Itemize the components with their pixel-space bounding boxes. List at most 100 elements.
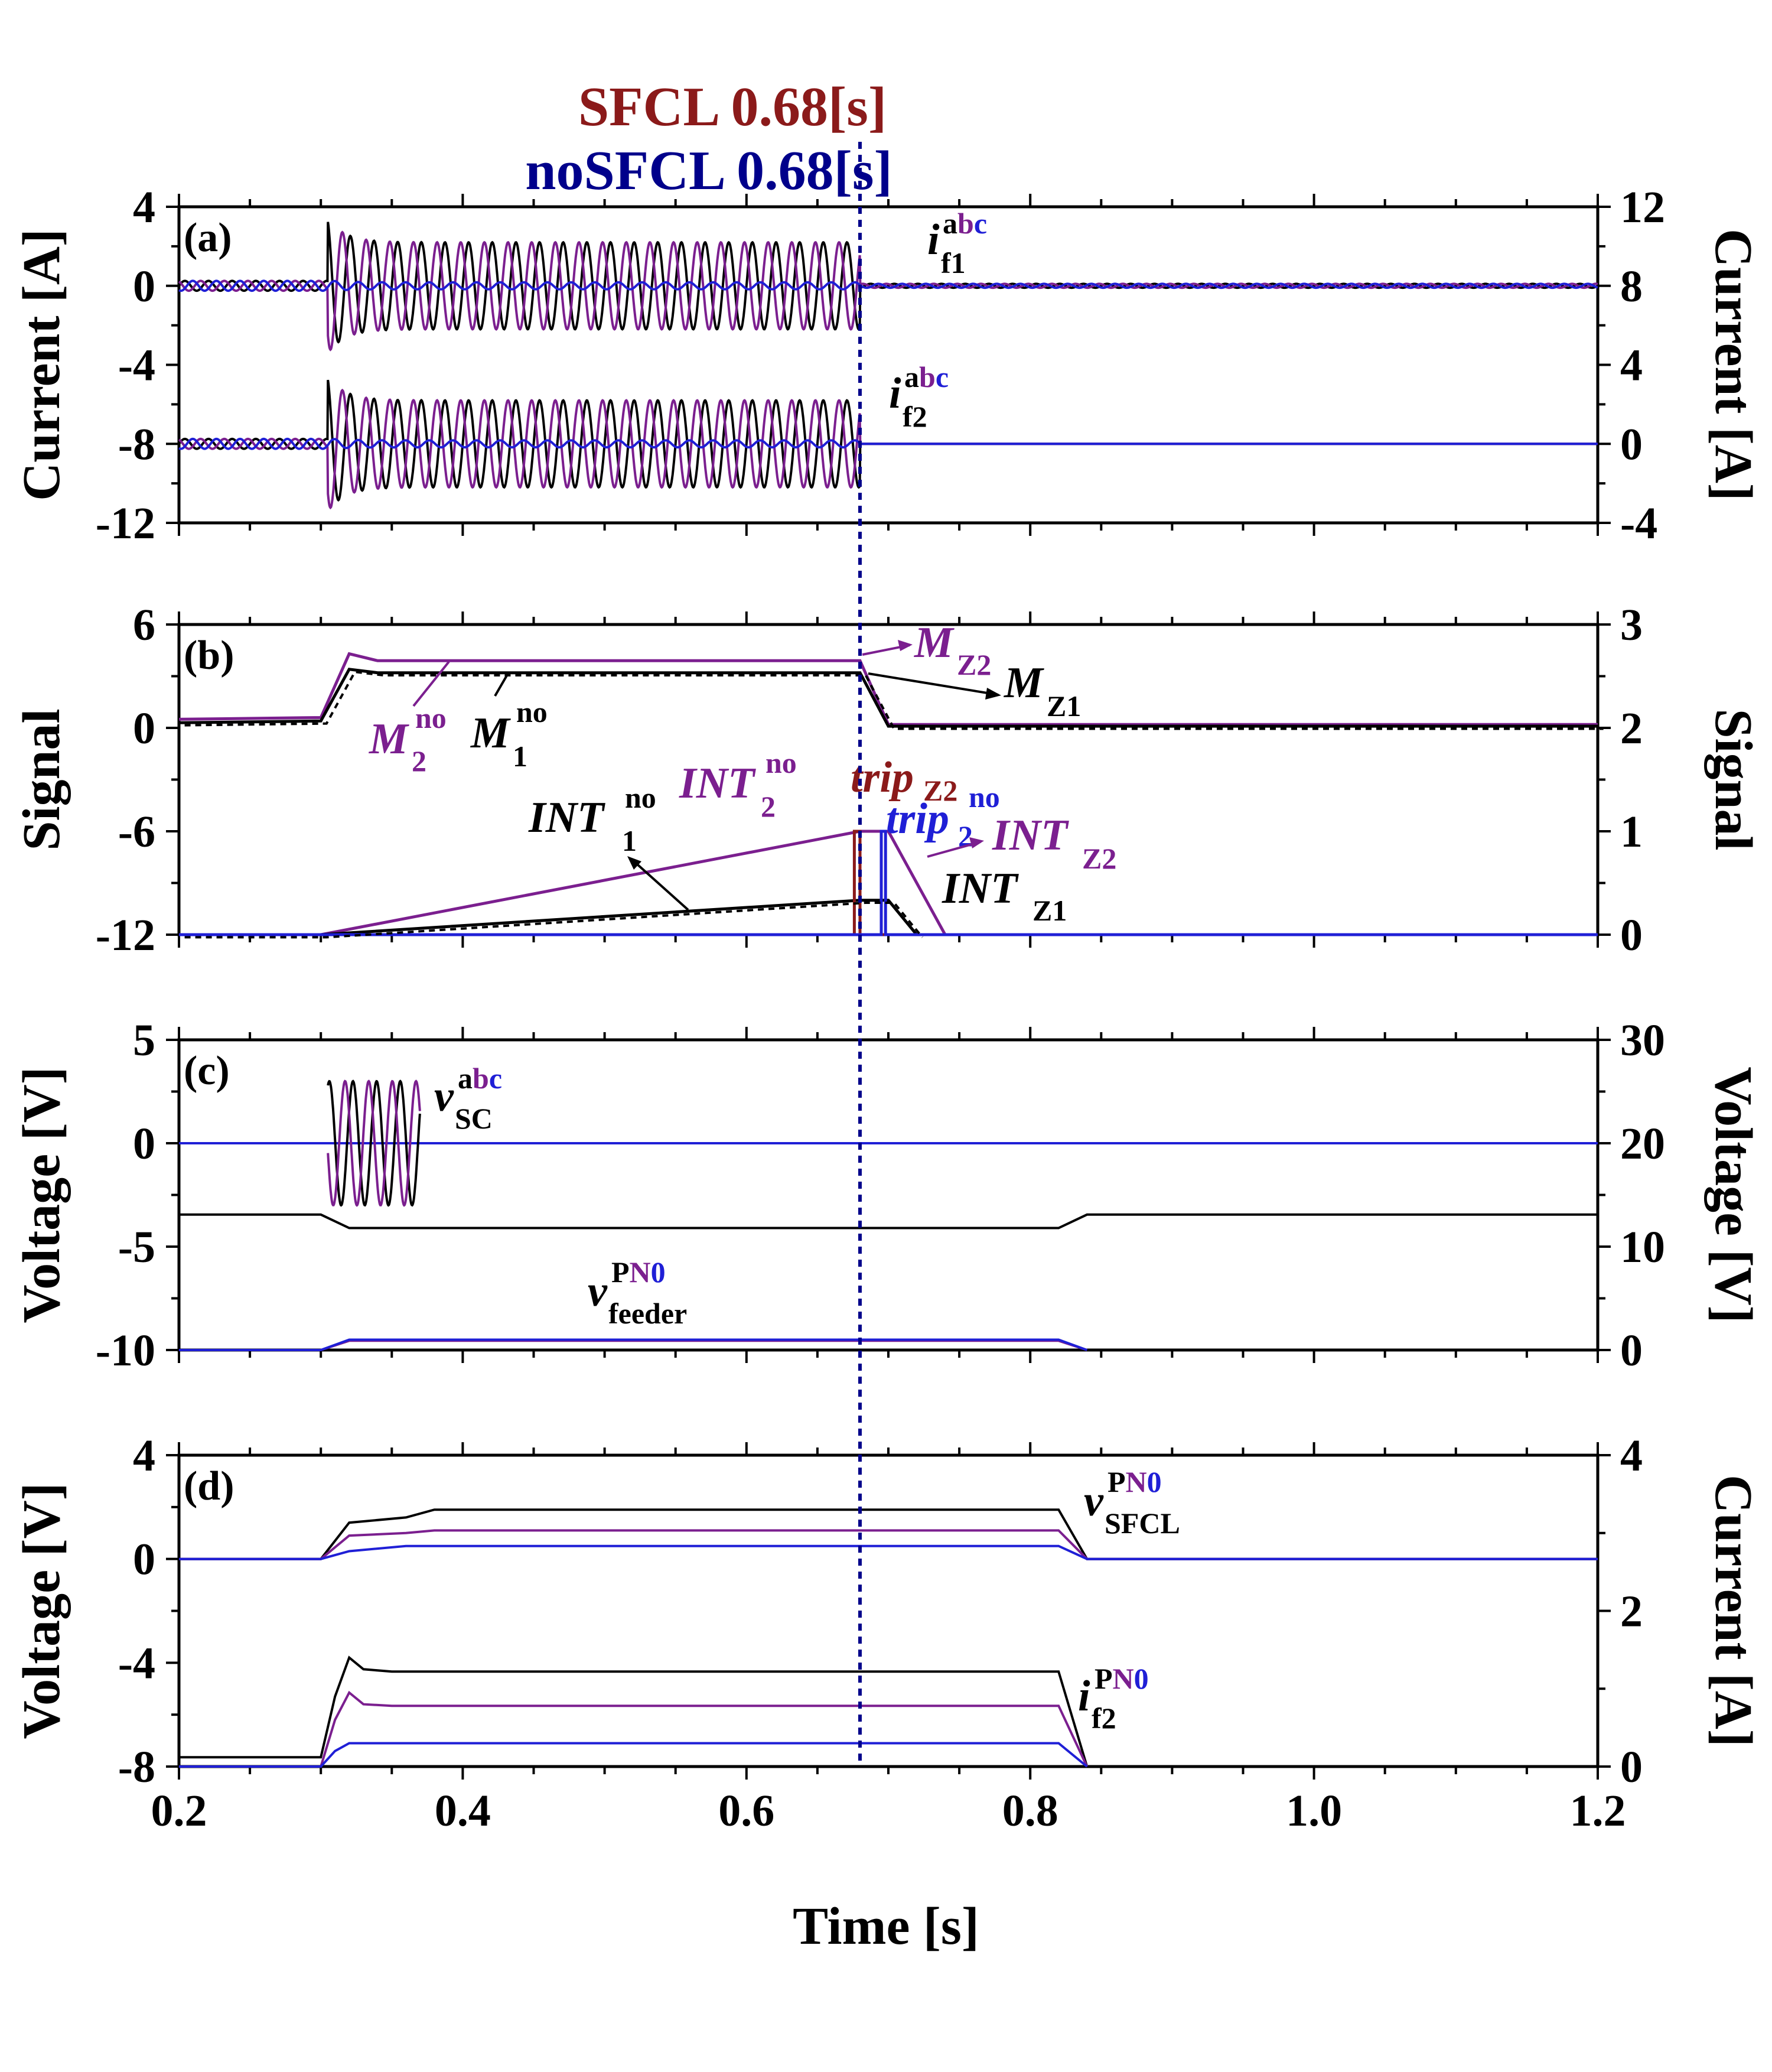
annotation-if1-sup: abc	[943, 207, 987, 240]
panel-tag: (d)	[184, 1463, 234, 1509]
series-if1-phase-2	[178, 279, 1598, 292]
svg-text:v: v	[1084, 1477, 1104, 1525]
annotation-vsc-sup: abc	[458, 1062, 502, 1095]
sup-c: c	[936, 360, 949, 393]
sup-0: 0	[651, 1255, 666, 1289]
svg-text:INT: INT	[942, 864, 1019, 913]
annotation-if2-sub: f2	[903, 400, 927, 433]
sup-b: b	[473, 1062, 489, 1095]
sup-P: P	[1108, 1465, 1126, 1498]
sup-0: 0	[1147, 1465, 1162, 1498]
svg-text:M: M	[470, 709, 511, 757]
annotation-M2-no: M 2 no	[369, 661, 450, 778]
svg-text:trip: trip	[886, 795, 949, 843]
y-tick-label-left: 0	[133, 1119, 155, 1169]
annotation-vSFCL-sup: PN0	[1108, 1465, 1162, 1498]
y-tick-label-left: 0	[133, 1535, 155, 1585]
svg-text:2: 2	[761, 790, 776, 823]
svg-text:SC: SC	[455, 1102, 493, 1135]
y-tick-label-right: 10	[1620, 1222, 1665, 1272]
y-tick-label-left: -8	[118, 1742, 155, 1792]
series-M1-no-sfcl	[184, 671, 1604, 730]
series-if2_P	[179, 1655, 1089, 1767]
y-axis-title-right: Signal	[1704, 708, 1763, 850]
y-axis-title-right: Current [A]	[1704, 1475, 1763, 1747]
sup-P: P	[611, 1255, 630, 1289]
series-vfeeder-P	[179, 1213, 1598, 1229]
annotation-M-Z1: M Z1	[868, 659, 1081, 723]
svg-text:2: 2	[412, 744, 426, 778]
y-axis-title-left: Signal	[12, 708, 71, 850]
y-tick-label-right: 1	[1620, 807, 1643, 857]
svg-text:SFCL: SFCL	[1105, 1507, 1180, 1540]
y-axis-title-left: Voltage [V]	[12, 1066, 71, 1323]
series-if2-phase-0	[178, 379, 1598, 502]
y-axis-title-right: Current [A]	[1704, 229, 1763, 501]
svg-text:v: v	[588, 1267, 608, 1316]
svg-text:1: 1	[513, 740, 527, 773]
sup-N: N	[1126, 1465, 1147, 1498]
sup-b: b	[919, 360, 936, 393]
x-tick-label: 0.8	[1002, 1786, 1058, 1836]
svg-text:Z2: Z2	[957, 648, 991, 681]
sup-N: N	[1113, 1662, 1134, 1695]
svg-text:INT: INT	[528, 793, 605, 842]
series-if1-phase-0	[178, 222, 1598, 344]
annotation-vSFCL: v SFCL PN0	[1084, 1465, 1180, 1540]
panel-d: 4 0 -4 -8 4 2 0 Voltage [V] Current [A] (d)	[12, 1431, 1763, 1792]
y-tick-label-right: 3	[1620, 600, 1643, 650]
annotation-if2-pn0: i f2 PN0	[1078, 1662, 1149, 1735]
y-tick-label-left: 0	[133, 704, 155, 753]
svg-text:Z2: Z2	[1082, 842, 1116, 875]
series-trip2no	[179, 830, 1598, 936]
series-vsc-phase-0	[327, 1079, 421, 1207]
y-axis-title-left: Voltage [V]	[12, 1482, 71, 1739]
sup-0: 0	[1134, 1662, 1149, 1695]
y-tick-label-right: 4	[1620, 341, 1643, 391]
svg-text:INT: INT	[992, 811, 1069, 860]
series-if2-phase-2	[178, 437, 1598, 450]
annotation-if1-sub: f1	[941, 246, 966, 279]
annotation-if2-pn0-sup: PN0	[1095, 1662, 1149, 1695]
panel-b: 6 0 -6 -12 3 2 1 0 Signal Signal (b)	[12, 600, 1763, 960]
x-tick-label: 0.4	[435, 1786, 491, 1836]
series-M1	[178, 668, 1598, 728]
panel-tag: (c)	[184, 1048, 230, 1094]
annotation-if2-sup: abc	[904, 360, 949, 393]
series-vsc-phase-1	[327, 1079, 421, 1207]
y-axis-title-left: Current [A]	[12, 229, 71, 501]
svg-text:M: M	[914, 619, 955, 667]
sup-a: a	[904, 360, 919, 393]
sup-b: b	[957, 207, 974, 240]
y-tick-label-right: 0	[1620, 1326, 1643, 1375]
annotation-if2: i f2 abc	[889, 360, 949, 433]
y-tick-label-left: -6	[118, 807, 155, 857]
y-tick-label-right: 0	[1620, 910, 1643, 960]
x-tick-label: 0.2	[151, 1786, 207, 1836]
y-tick-label-left: -5	[118, 1222, 155, 1272]
x-tick-label: 1.0	[1286, 1786, 1342, 1836]
svg-text:no: no	[415, 701, 447, 734]
panel-tag: (a)	[184, 215, 232, 261]
y-tick-label-left: 5	[133, 1016, 155, 1065]
x-tick-label: 1.2	[1570, 1786, 1626, 1836]
panel-c: 5 0 -5 -10 30 20 10 0 Voltage [V] Voltage [V] (c)	[12, 1016, 1763, 1375]
x-tick-label: 0.6	[718, 1786, 774, 1836]
svg-text:Z2: Z2	[923, 774, 957, 807]
svg-text:1: 1	[622, 824, 637, 857]
y-tick-label-left: 4	[133, 1431, 155, 1481]
series-M2	[178, 652, 1598, 726]
sup-a: a	[943, 207, 957, 240]
y-tick-label-left: 0	[133, 262, 155, 311]
y-tick-label-right: 20	[1620, 1119, 1665, 1169]
annotation-trip-Z2: trip Z2	[851, 753, 957, 807]
series-vSFCL_P	[179, 1508, 1598, 1560]
series-vSFCL_0	[179, 1544, 1598, 1560]
svg-text:i: i	[927, 216, 940, 264]
y-tick-label-right: 2	[1620, 704, 1643, 753]
svg-text:no: no	[625, 781, 656, 814]
sup-c: c	[489, 1062, 502, 1095]
y-tick-label-right: 2	[1620, 1587, 1643, 1637]
annotation-if1: i f1 abc	[927, 207, 987, 279]
